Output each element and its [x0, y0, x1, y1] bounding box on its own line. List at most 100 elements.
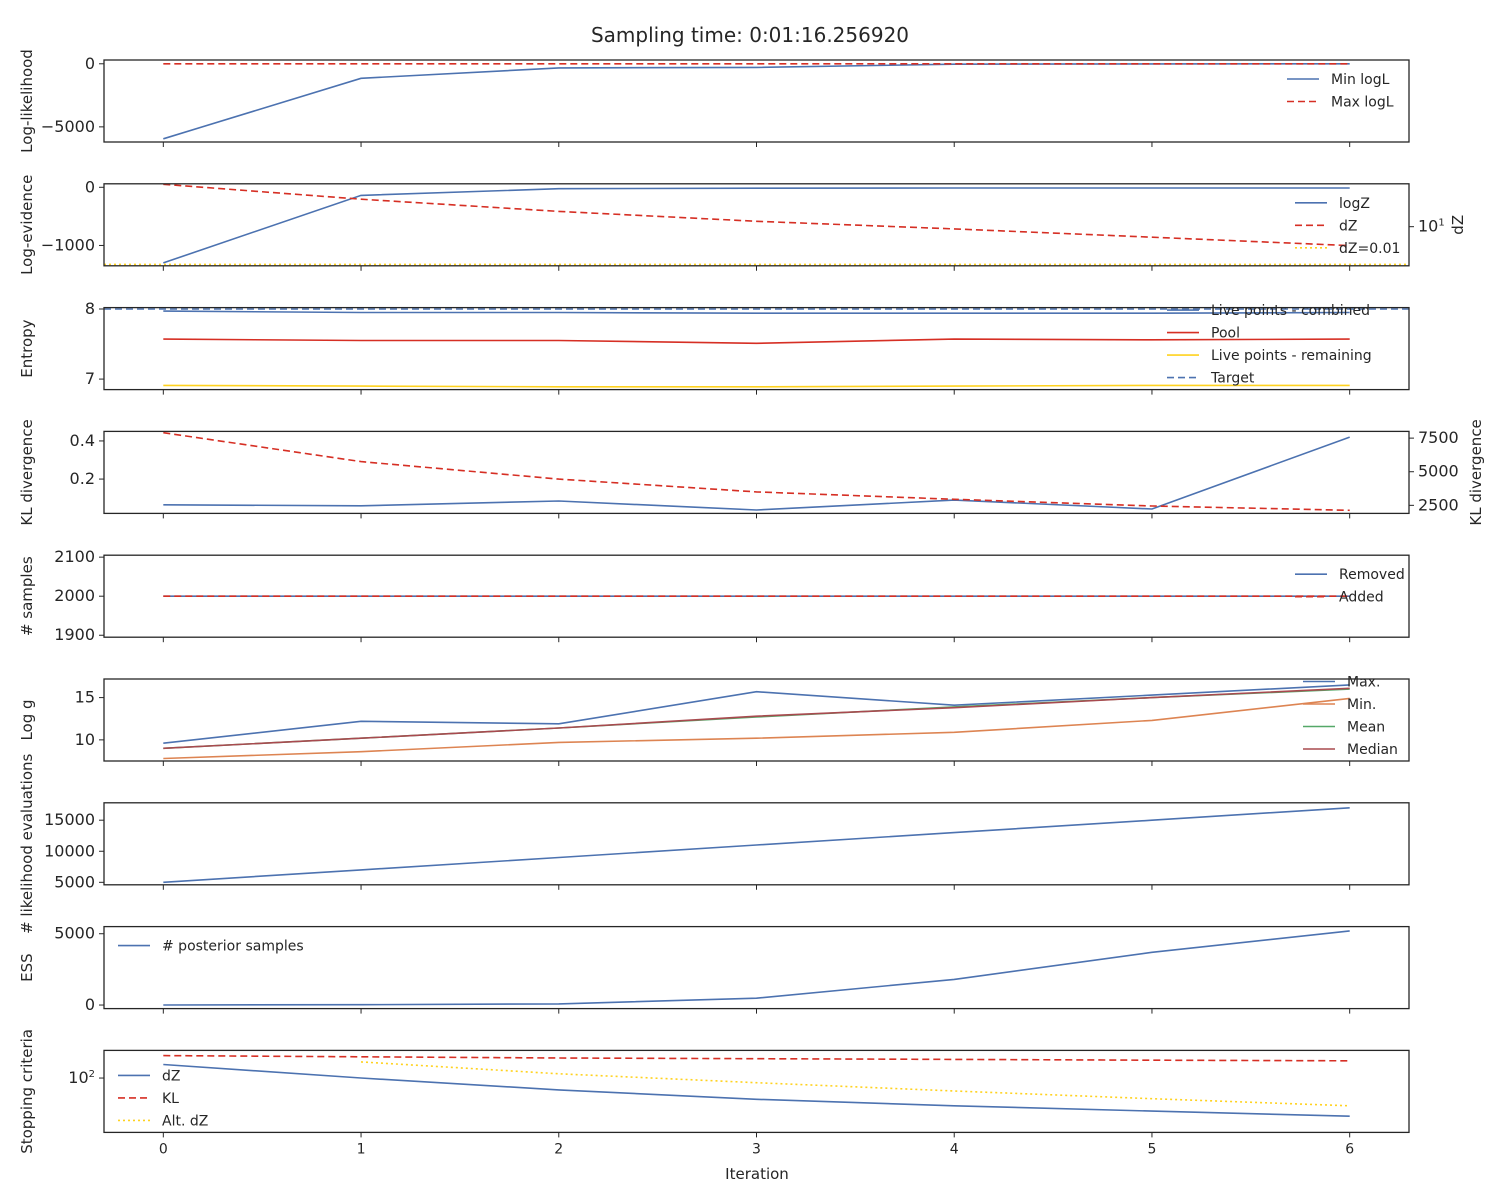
legend-label: Removed [1339, 567, 1405, 583]
series-line-0 [163, 436, 1350, 511]
legend: # posterior samples [118, 939, 304, 955]
y2-tick-label-base: 10 [1418, 217, 1438, 236]
y-tick-label: 15 [75, 688, 95, 707]
x-tick-label: 6 [1345, 1141, 1354, 1157]
panel-0: 0 −5000 Log-likelihood Min logL Max logL [18, 49, 1410, 153]
plot-area [163, 62, 1350, 140]
legend-label: Max logL [1331, 95, 1394, 111]
panel-3: 0.4 0.2 7500 5000 2500 KL divergence KL diverg… [18, 419, 1485, 525]
legend-label: logZ [1339, 196, 1370, 212]
legend: logZ dZ dZ=0.01 [1295, 196, 1400, 257]
plot-area [163, 684, 1350, 760]
legend-label: dZ=0.01 [1339, 241, 1400, 257]
y-tick-label: 102 [68, 1068, 95, 1087]
y-tick-label: −5000 [41, 117, 95, 136]
x-axis-label: Iteration [725, 1165, 789, 1183]
y-axis-label: Log-evidence [18, 175, 36, 275]
y-tick-label: 15000 [44, 810, 95, 829]
x-tick-label: 0 [159, 1141, 168, 1157]
y-tick-label: 2100 [54, 547, 95, 566]
y-tick-label: 5000 [54, 924, 95, 943]
series-line-1 [163, 338, 1350, 345]
legend-label: Live points - combined [1211, 303, 1370, 319]
y2-axis-label: KL divergence [1467, 419, 1485, 525]
legend-label: # posterior samples [162, 939, 304, 955]
y-tick-label: 2000 [54, 586, 95, 605]
y-axis-label: Log g [18, 699, 36, 740]
y2-tick-label-exponent: 1 [1438, 218, 1444, 229]
series-line-1 [163, 697, 1350, 760]
panels: 0 −5000 Log-likelihood Min logL Max logL 0 −10… [18, 49, 1485, 1157]
legend-label: Pool [1211, 326, 1240, 342]
y2-axis-label: dZ [1449, 215, 1467, 235]
panel-frame [103, 59, 1410, 143]
panel-7: 5000 0 ESS # posterior samples [18, 924, 1410, 1014]
legend-label: Live points - remaining [1211, 348, 1372, 364]
y-tick-label: 5000 [54, 872, 95, 891]
series-line-1 [163, 183, 1350, 247]
y-axis-label: Entropy [18, 319, 36, 377]
legend-label: Min. [1347, 697, 1376, 713]
figure-title: Sampling time: 0:01:16.256920 [591, 23, 909, 47]
y-tick-label: 0.4 [70, 431, 95, 450]
x-tick-label: 3 [752, 1141, 761, 1157]
legend: Live points - combined Pool Live points - … [1167, 303, 1372, 387]
plot-area [163, 807, 1350, 884]
plot-area [163, 1054, 1350, 1117]
y-tick-label: 0 [85, 54, 95, 73]
plot-area [163, 431, 1350, 512]
legend: Min logL Max logL [1287, 72, 1394, 111]
legend: dZ KL Alt. dZ [118, 1068, 208, 1129]
panel-frame [103, 430, 1410, 515]
y-tick-label: 10000 [44, 841, 95, 860]
y-tick-label: 1900 [54, 625, 95, 644]
x-tick-label: 5 [1147, 1141, 1156, 1157]
series-line-0 [163, 930, 1350, 1006]
panel-frame [103, 183, 1410, 267]
plot-area [104, 183, 1409, 266]
legend-label: Min logL [1331, 72, 1390, 88]
series-line-1 [163, 431, 1350, 512]
y-tick-label-exponent: 2 [89, 1069, 95, 1080]
panel-5: 15 10 Log g Max. Min. Mean Median [18, 675, 1410, 766]
series-line-0 [163, 1063, 1350, 1117]
y2-tick-label: 7500 [1418, 428, 1459, 447]
y-tick-label: 0 [85, 995, 95, 1014]
y-tick-label: 7 [85, 369, 95, 388]
legend-label: Alt. dZ [162, 1113, 208, 1129]
series-line-0 [163, 807, 1350, 884]
x-tick-label: 4 [950, 1141, 959, 1157]
legend-label: Max. [1347, 675, 1380, 691]
y-axis-label: Log-likelihood [18, 49, 36, 153]
series-line-3 [163, 687, 1350, 750]
panel-frame [103, 802, 1410, 886]
legend-label: Median [1347, 742, 1398, 758]
legend: Max. Min. Mean Median [1303, 675, 1398, 758]
series-line-0 [163, 684, 1350, 744]
y-axis-label: ESS [18, 953, 36, 982]
y-axis-label: KL divergence [18, 419, 36, 525]
plot-area [163, 930, 1350, 1006]
panel-frame [103, 1049, 1410, 1134]
series-line-0 [163, 310, 1350, 315]
y2-tick-label: 101 [1418, 217, 1445, 236]
panel-6: 15000 10000 5000 # likelihood evaluations [18, 753, 1410, 934]
y-axis-label: # samples [18, 556, 36, 636]
panel-1: 0 −1000 101 Log-evidence dZ logZ dZ dZ=0.01 [18, 175, 1467, 275]
series-line-0 [163, 62, 1350, 140]
x-tick-label: 2 [554, 1141, 563, 1157]
series-line-2 [163, 384, 1350, 388]
legend-label: dZ [1339, 218, 1357, 234]
y2-tick-label: 5000 [1418, 462, 1459, 481]
series-line-0 [163, 187, 1350, 264]
panel-4: 2100 2000 1900 # samples Removed Added [18, 547, 1410, 644]
y-tick-label-base: 10 [68, 1068, 88, 1087]
y-tick-label: 10 [75, 730, 95, 749]
legend-label: Target [1210, 371, 1255, 387]
series-line-2 [360, 1061, 1350, 1107]
y2-tick-label: 2500 [1418, 495, 1459, 514]
y-tick-label: −1000 [41, 235, 95, 254]
x-tick-label: 1 [357, 1141, 366, 1157]
